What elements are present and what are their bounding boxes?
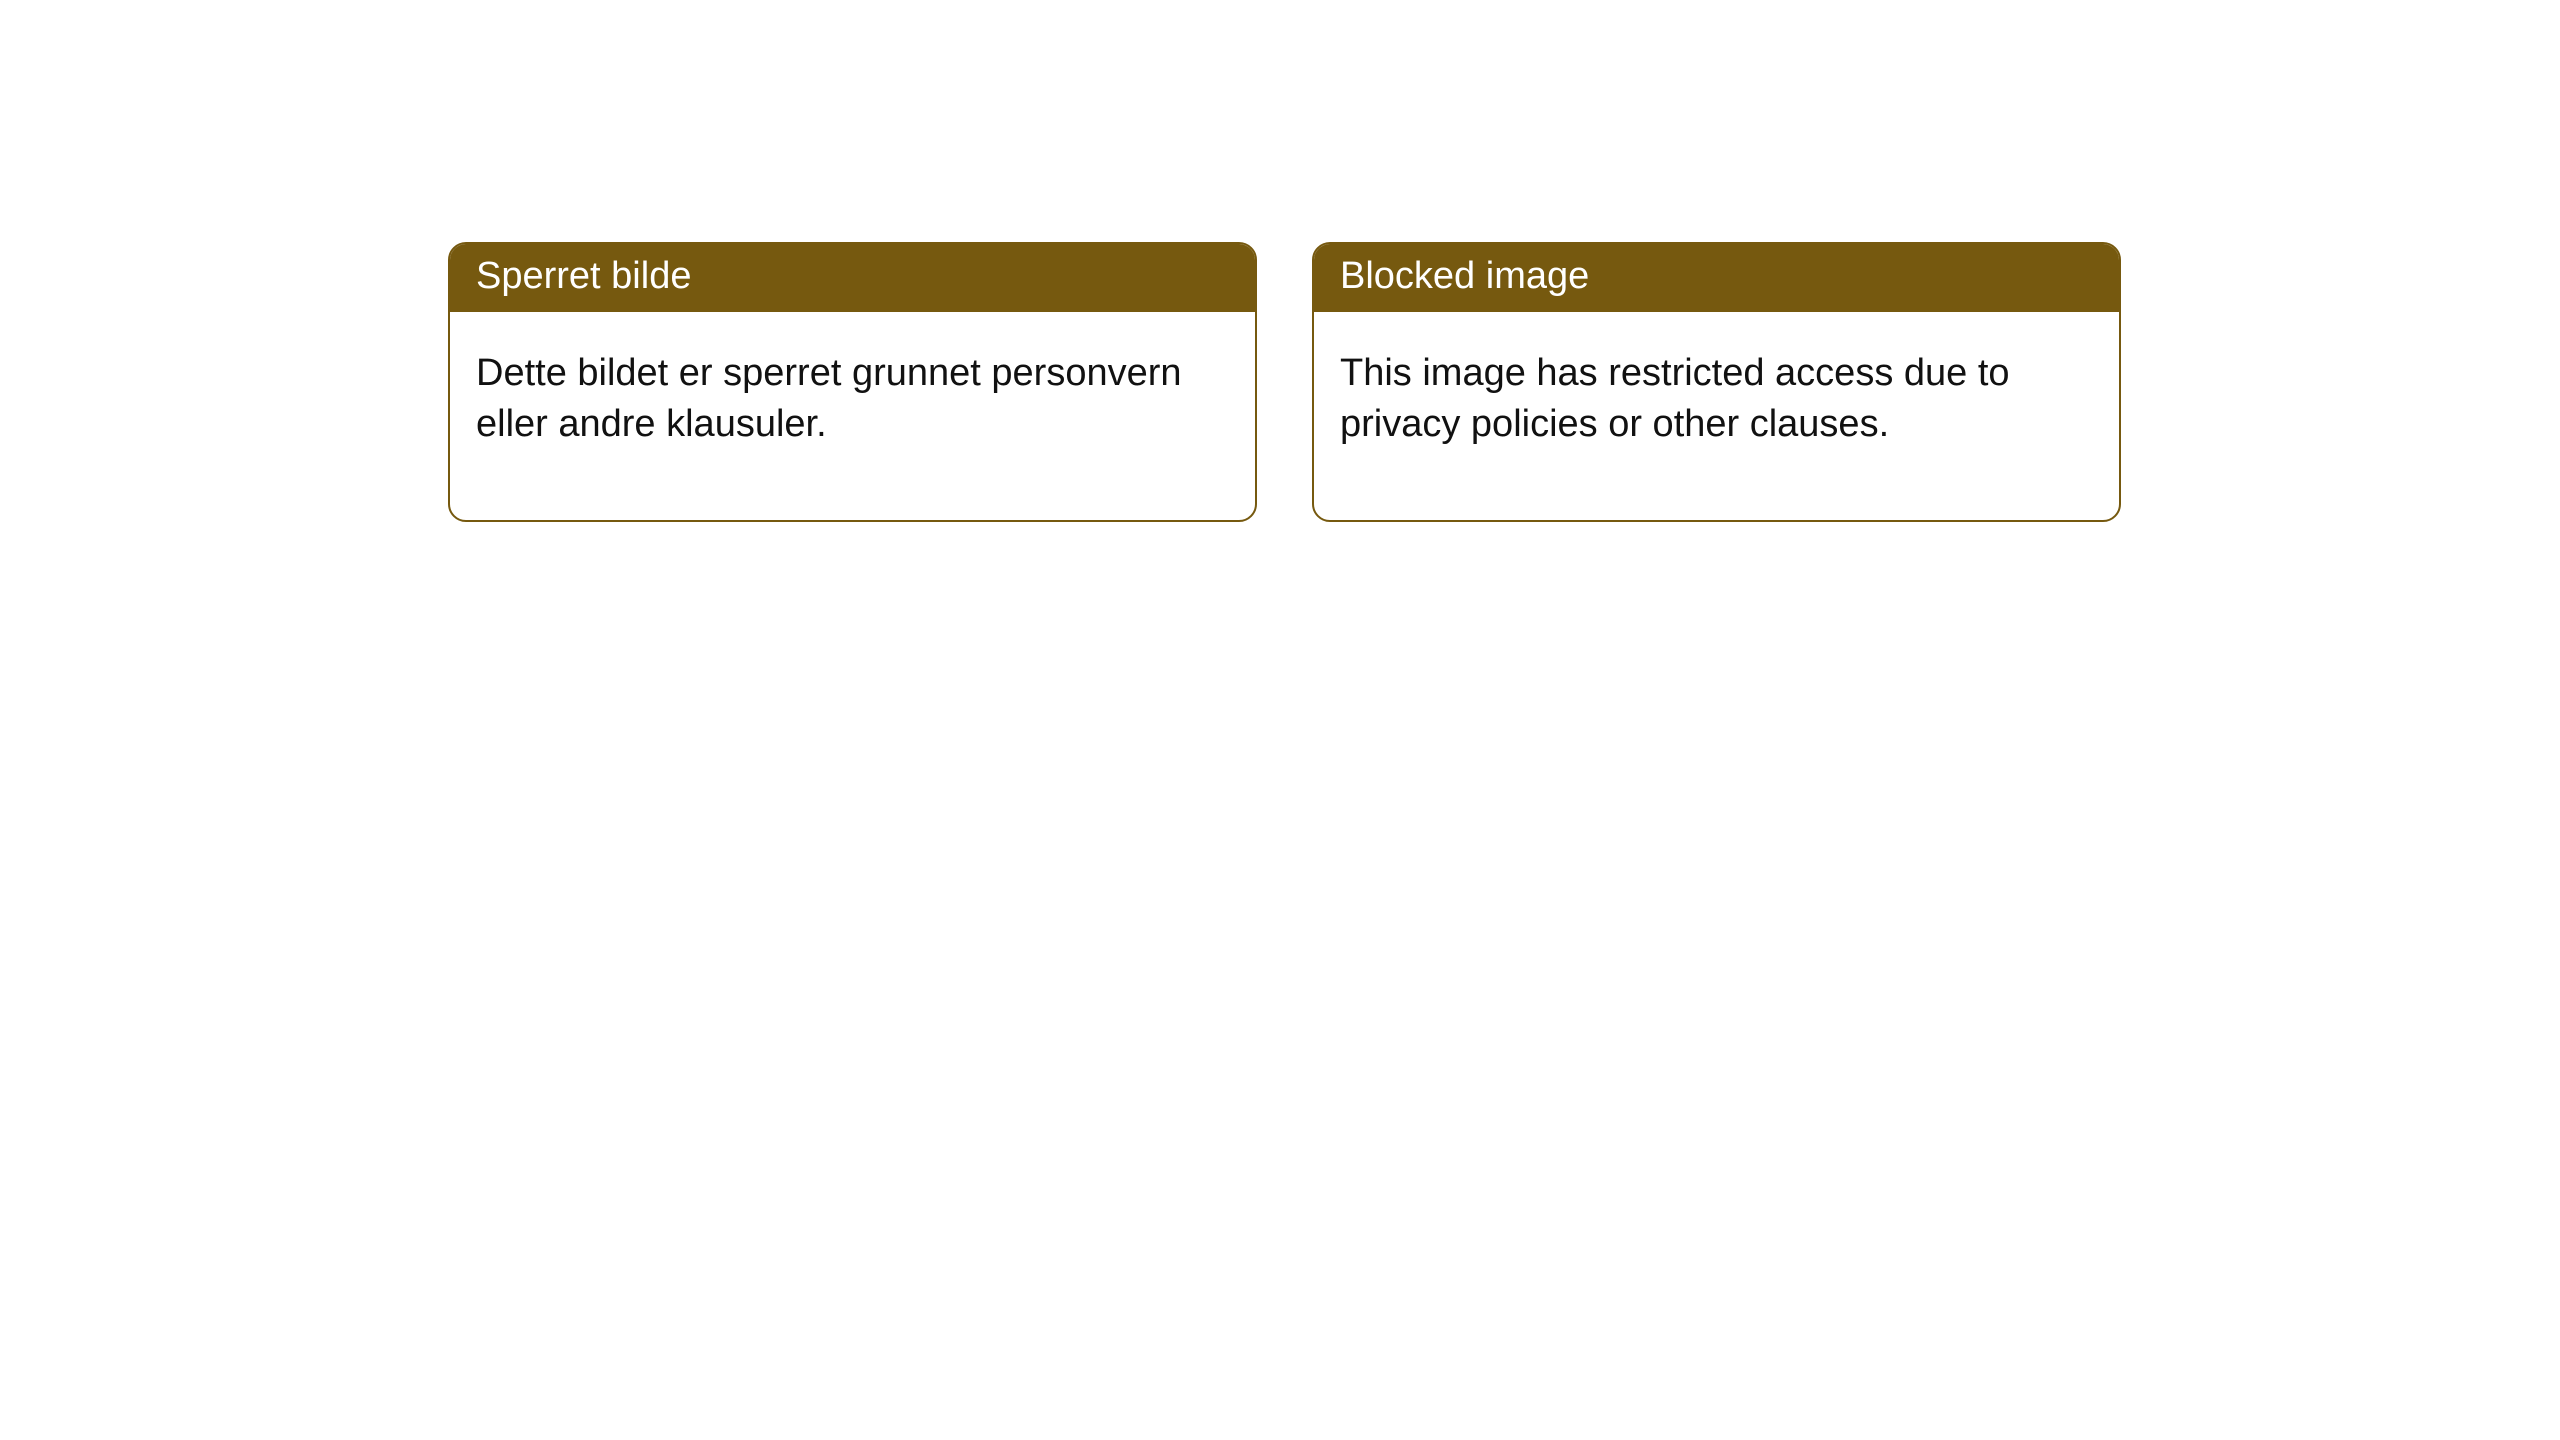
card-header: Blocked image xyxy=(1314,244,2119,312)
notice-card-norwegian: Sperret bilde Dette bildet er sperret gr… xyxy=(448,242,1257,522)
card-header: Sperret bilde xyxy=(450,244,1255,312)
card-body: This image has restricted access due to … xyxy=(1314,312,2119,521)
card-body: Dette bildet er sperret grunnet personve… xyxy=(450,312,1255,521)
notice-card-english: Blocked image This image has restricted … xyxy=(1312,242,2121,522)
notice-container: Sperret bilde Dette bildet er sperret gr… xyxy=(0,0,2560,522)
